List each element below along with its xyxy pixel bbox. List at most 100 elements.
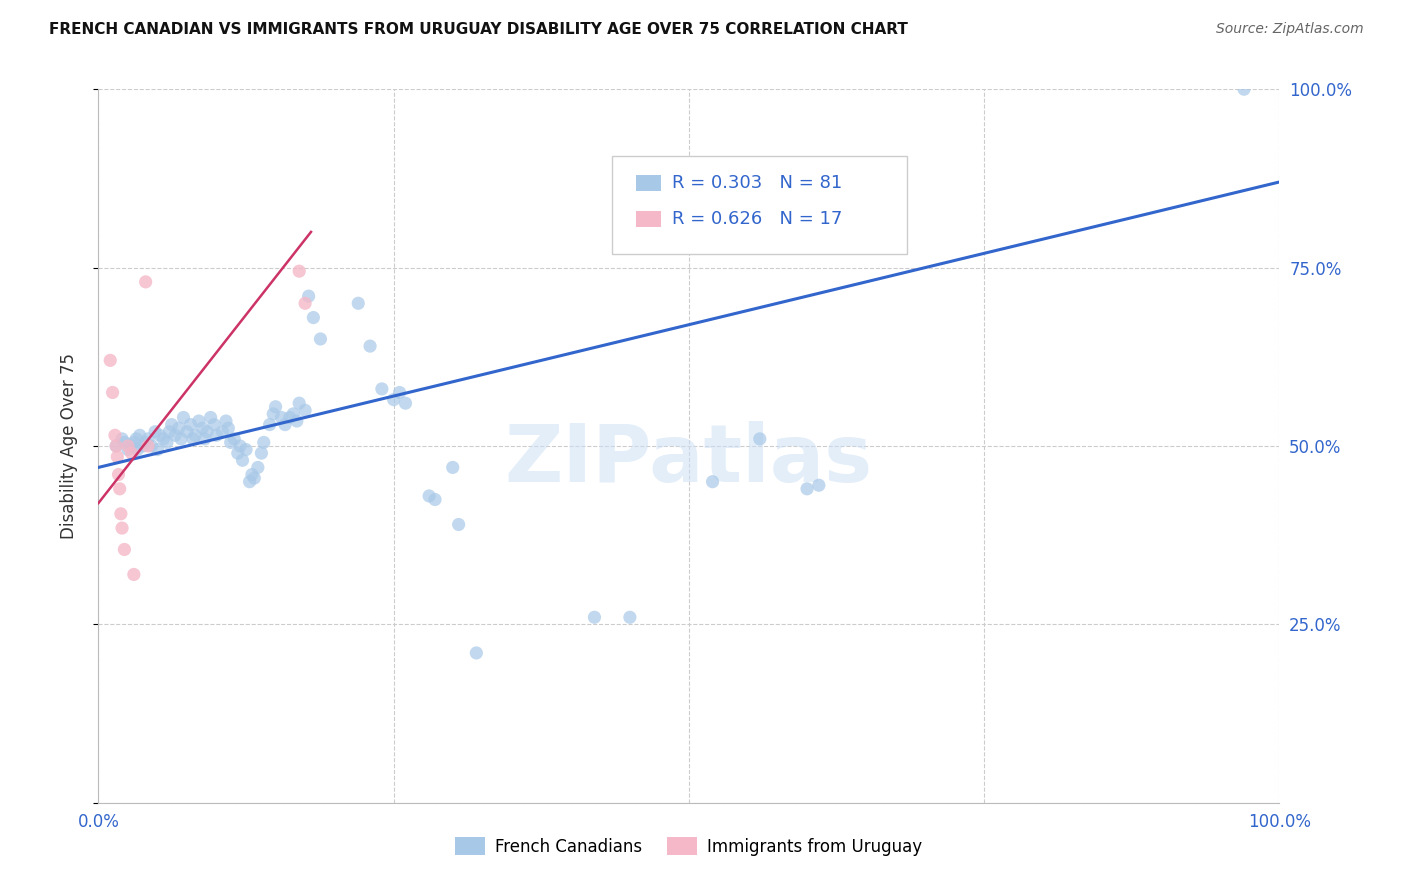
Point	[125, 432, 148, 446]
Text: FRENCH CANADIAN VS IMMIGRANTS FROM URUGUAY DISABILITY AGE OVER 75 CORRELATION CH: FRENCH CANADIAN VS IMMIGRANTS FROM URUGU…	[49, 22, 908, 37]
Point	[121, 439, 143, 453]
Point	[112, 435, 135, 450]
Point	[152, 432, 174, 446]
Point	[135, 275, 157, 289]
Point	[108, 482, 131, 496]
Point	[132, 439, 155, 453]
Point	[219, 435, 242, 450]
Point	[388, 385, 411, 400]
Point	[259, 417, 281, 432]
Point	[117, 442, 139, 457]
Point	[202, 417, 225, 432]
Point	[110, 507, 132, 521]
Point	[619, 610, 641, 624]
Point	[101, 385, 124, 400]
Point	[371, 382, 394, 396]
Point	[231, 453, 253, 467]
Point	[122, 435, 145, 450]
Point	[111, 432, 134, 446]
Point	[107, 467, 129, 482]
Point	[211, 425, 233, 439]
Point	[702, 475, 724, 489]
Point	[465, 646, 488, 660]
Point	[262, 407, 284, 421]
Point	[200, 410, 222, 425]
Point	[250, 446, 273, 460]
Point	[156, 435, 179, 450]
Point	[382, 392, 405, 407]
Point	[205, 428, 228, 442]
Point	[394, 396, 416, 410]
Point	[423, 492, 446, 507]
Point	[298, 289, 321, 303]
Point	[135, 435, 157, 450]
Point	[418, 489, 440, 503]
Point	[226, 446, 249, 460]
Point	[165, 428, 187, 442]
Point	[253, 435, 276, 450]
Point	[136, 432, 159, 446]
Point	[224, 432, 246, 446]
Point	[229, 439, 252, 453]
Point	[105, 450, 128, 464]
Point	[441, 460, 464, 475]
Text: Source: ZipAtlas.com: Source: ZipAtlas.com	[1216, 22, 1364, 37]
Point	[122, 567, 145, 582]
Point	[278, 410, 301, 425]
Point	[117, 439, 139, 453]
Point	[309, 332, 332, 346]
Point	[176, 425, 198, 439]
Point	[104, 428, 127, 442]
Text: R = 0.303   N = 81: R = 0.303 N = 81	[672, 174, 842, 192]
Point	[149, 428, 172, 442]
Point	[160, 417, 183, 432]
Point	[447, 517, 470, 532]
Point	[283, 407, 305, 421]
Point	[807, 478, 830, 492]
Point	[359, 339, 381, 353]
Point	[264, 400, 287, 414]
Point	[246, 460, 269, 475]
Point	[98, 353, 121, 368]
Point	[239, 475, 262, 489]
Point	[191, 421, 214, 435]
Legend: French Canadians, Immigrants from Uruguay: French Canadians, Immigrants from Urugua…	[449, 830, 929, 863]
Point	[288, 396, 311, 410]
Point	[112, 542, 135, 557]
Point	[294, 296, 316, 310]
Point	[127, 442, 149, 457]
Point	[1233, 82, 1256, 96]
Y-axis label: Disability Age Over 75: Disability Age Over 75	[59, 353, 77, 539]
Point	[105, 439, 128, 453]
Point	[243, 471, 266, 485]
Point	[136, 439, 159, 453]
Point	[128, 428, 150, 442]
Point	[167, 421, 190, 435]
Point	[215, 414, 238, 428]
Point	[217, 421, 239, 435]
Point	[796, 482, 818, 496]
Point	[141, 439, 163, 453]
Point	[172, 410, 194, 425]
Point	[194, 432, 217, 446]
Point	[583, 610, 606, 624]
Point	[270, 410, 292, 425]
Point	[180, 417, 202, 432]
Point	[181, 432, 204, 446]
Point	[146, 442, 169, 457]
Point	[235, 442, 257, 457]
Point	[347, 296, 370, 310]
Point	[121, 446, 143, 460]
Point	[274, 417, 297, 432]
Point	[302, 310, 325, 325]
Point	[184, 428, 207, 442]
Point	[195, 425, 218, 439]
Point	[157, 425, 180, 439]
Point	[170, 432, 193, 446]
Point	[105, 439, 128, 453]
Text: ZIPatlas: ZIPatlas	[505, 421, 873, 500]
Text: R = 0.626   N = 17: R = 0.626 N = 17	[672, 210, 842, 227]
Point	[111, 521, 134, 535]
Point	[187, 414, 209, 428]
Point	[288, 264, 311, 278]
